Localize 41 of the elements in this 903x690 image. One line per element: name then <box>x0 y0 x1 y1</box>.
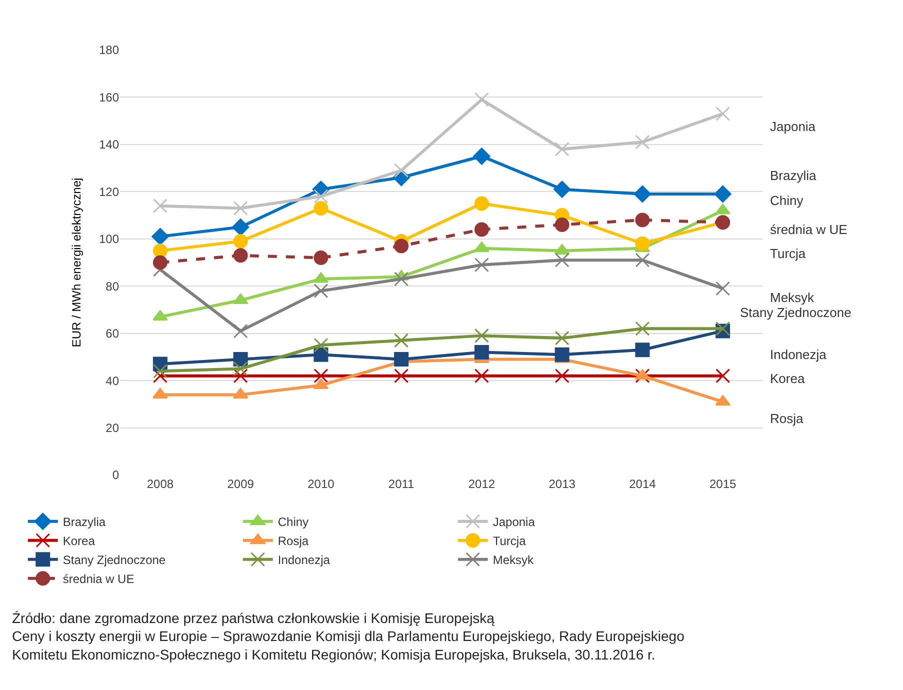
legend-label: Chiny <box>278 515 309 530</box>
y-axis-title: EUR / MWh energii elektrycznej <box>69 178 84 348</box>
y-tick-label: 160 <box>98 90 120 104</box>
text: Brazylia <box>770 168 818 183</box>
x-tick-label: 2012 <box>468 477 496 491</box>
legend-label: Indonezja <box>278 553 330 568</box>
x-tick-label: 2009 <box>227 477 254 491</box>
legend-label: Meksyk <box>492 553 535 568</box>
y-tick-label: 60 <box>106 326 120 341</box>
x-tick-label: 2008 <box>146 477 174 491</box>
y-tick-label: 120 <box>98 184 120 199</box>
x-tick-label: 2013 <box>548 477 576 491</box>
x-tick-label: 2014 <box>629 477 656 491</box>
text: Korea <box>770 371 806 386</box>
y-tick-label: 140 <box>98 138 120 152</box>
y-tick-label: 100 <box>98 232 120 246</box>
x-tick-label: 2015 <box>709 477 736 491</box>
y-tick-label: 0 <box>112 468 120 482</box>
text: Chiny <box>770 193 804 208</box>
legend-label: Rosja <box>278 534 309 548</box>
y-tick-label: 180 <box>98 43 120 58</box>
text: średnia w UE <box>770 222 848 237</box>
legend-label: średnia w UE <box>62 572 134 586</box>
legend-label: Stany Zjednoczone <box>62 553 166 568</box>
legend-label: Japonia <box>492 515 536 530</box>
legend-label: Korea <box>62 534 96 548</box>
y-tick-label: 20 <box>106 420 120 435</box>
legend-label: Brazylia <box>62 515 106 530</box>
y-tick-label: 80 <box>106 279 120 294</box>
text: Meksyk <box>770 290 815 305</box>
y-tick-label: 40 <box>106 374 120 388</box>
legend-label: Turcja <box>492 534 526 548</box>
text: Turcja <box>770 246 806 261</box>
text: Indonezja <box>770 347 828 362</box>
text: Japonia <box>770 119 816 134</box>
x-tick-label: 2010 <box>308 477 335 491</box>
text: Ceny i koszty energii w Europie – Sprawozdanie Komisji dla Parlamentu Europejskiego, Rady Europejskiego Komitetu Ekonomiczno-Społecznego i Komitetu Regionów; Komisja Europejska, Bruksela, 30.11.2016 r. <box>12 628 685 662</box>
text: Źródło: dane zgromadzone przez państwa członkowskie i Komisję Europejską <box>12 610 495 626</box>
x-tick-label: 2011 <box>388 477 415 491</box>
text: Rosja <box>770 411 804 426</box>
annotation: Stany Zjednoczone <box>740 305 852 320</box>
